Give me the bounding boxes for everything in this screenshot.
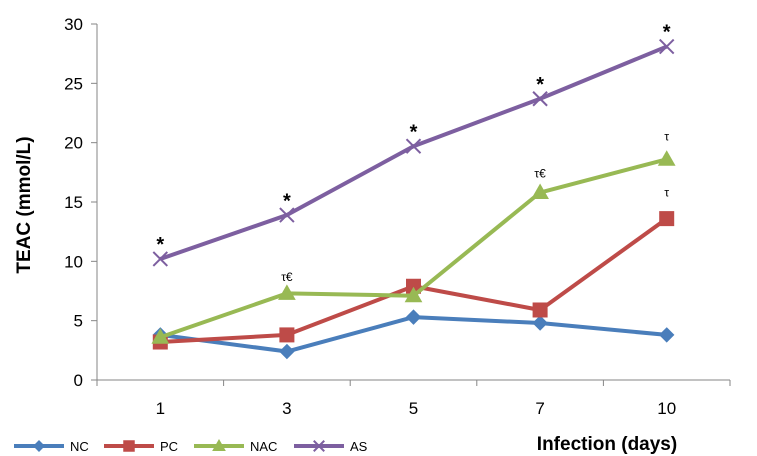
legend-item-nc: NC <box>14 439 89 454</box>
data-point-nc <box>279 343 295 360</box>
y-axis-title: TEAC (mmol/L) <box>14 136 35 273</box>
x-tick-label: 5 <box>409 399 418 418</box>
y-tick-label: 15 <box>64 193 83 212</box>
data-point-as <box>405 138 422 154</box>
data-point-nac <box>657 150 676 166</box>
legend: NC PC NAC AS <box>14 438 368 454</box>
data-point-pc <box>532 302 548 318</box>
x-ticks: 1 3 5 7 10 <box>96 380 731 418</box>
legend-label-as: AS <box>350 439 368 454</box>
x-tick-label: 7 <box>535 399 544 418</box>
x-tick-label: 3 <box>282 399 291 418</box>
significance-mark: τ€ <box>281 270 293 284</box>
data-point-pc <box>659 211 675 227</box>
data-point-as <box>279 207 295 223</box>
legend-marker-pc <box>123 440 135 452</box>
series-layer <box>151 38 676 360</box>
data-point-nac <box>531 183 549 200</box>
legend-label-nc: NC <box>70 439 89 454</box>
y-tick-label: 10 <box>64 252 83 271</box>
legend-item-as: AS <box>294 439 368 454</box>
x-tick-label: 1 <box>156 399 165 418</box>
data-point-nac <box>404 286 423 303</box>
data-point-nc <box>658 327 675 343</box>
significance-star: * <box>156 234 164 256</box>
legend-item-nac: NAC <box>194 438 277 454</box>
legend-marker-as <box>313 440 325 452</box>
legend-label-pc: PC <box>160 439 178 454</box>
x-tick-label: 10 <box>657 399 676 418</box>
significance-mark: τ <box>664 186 669 200</box>
series-nac <box>151 150 676 344</box>
y-tick-label: 30 <box>64 15 83 34</box>
data-point-as <box>658 38 675 55</box>
y-tick-label: 20 <box>64 134 83 153</box>
y-ticks: 0 5 10 15 20 25 30 <box>64 15 97 390</box>
y-tick-label: 5 <box>74 312 83 331</box>
data-point-as <box>532 91 548 107</box>
legend-marker-nc <box>33 440 45 452</box>
annotation-layer: * * * * * τ€ τ€ τ τ <box>156 22 670 284</box>
data-point-nc <box>532 315 548 331</box>
significance-star: * <box>410 121 418 143</box>
data-point-as <box>152 251 169 267</box>
significance-star: * <box>663 22 671 44</box>
data-point-nac <box>151 328 170 344</box>
legend-label-nac: NAC <box>250 439 277 454</box>
series-as <box>152 38 675 267</box>
significance-star: * <box>283 190 291 212</box>
data-point-nc <box>405 309 422 325</box>
x-axis-title: Infection (days) <box>537 434 677 455</box>
y-tick-label: 25 <box>64 74 83 93</box>
legend-marker-nac <box>212 438 226 451</box>
significance-mark: τ€ <box>534 167 546 181</box>
x-axis: 1 3 5 7 10 <box>96 379 731 418</box>
y-tick-label: 0 <box>74 371 83 390</box>
data-point-pc <box>279 327 295 343</box>
significance-mark: τ <box>664 130 669 144</box>
significance-star: * <box>536 74 544 96</box>
data-point-nac <box>278 284 296 300</box>
series-nc <box>152 309 675 360</box>
y-axis: 0 5 10 15 20 25 30 <box>64 15 98 390</box>
series-line-as <box>159 44 668 261</box>
legend-item-pc: PC <box>104 439 178 454</box>
